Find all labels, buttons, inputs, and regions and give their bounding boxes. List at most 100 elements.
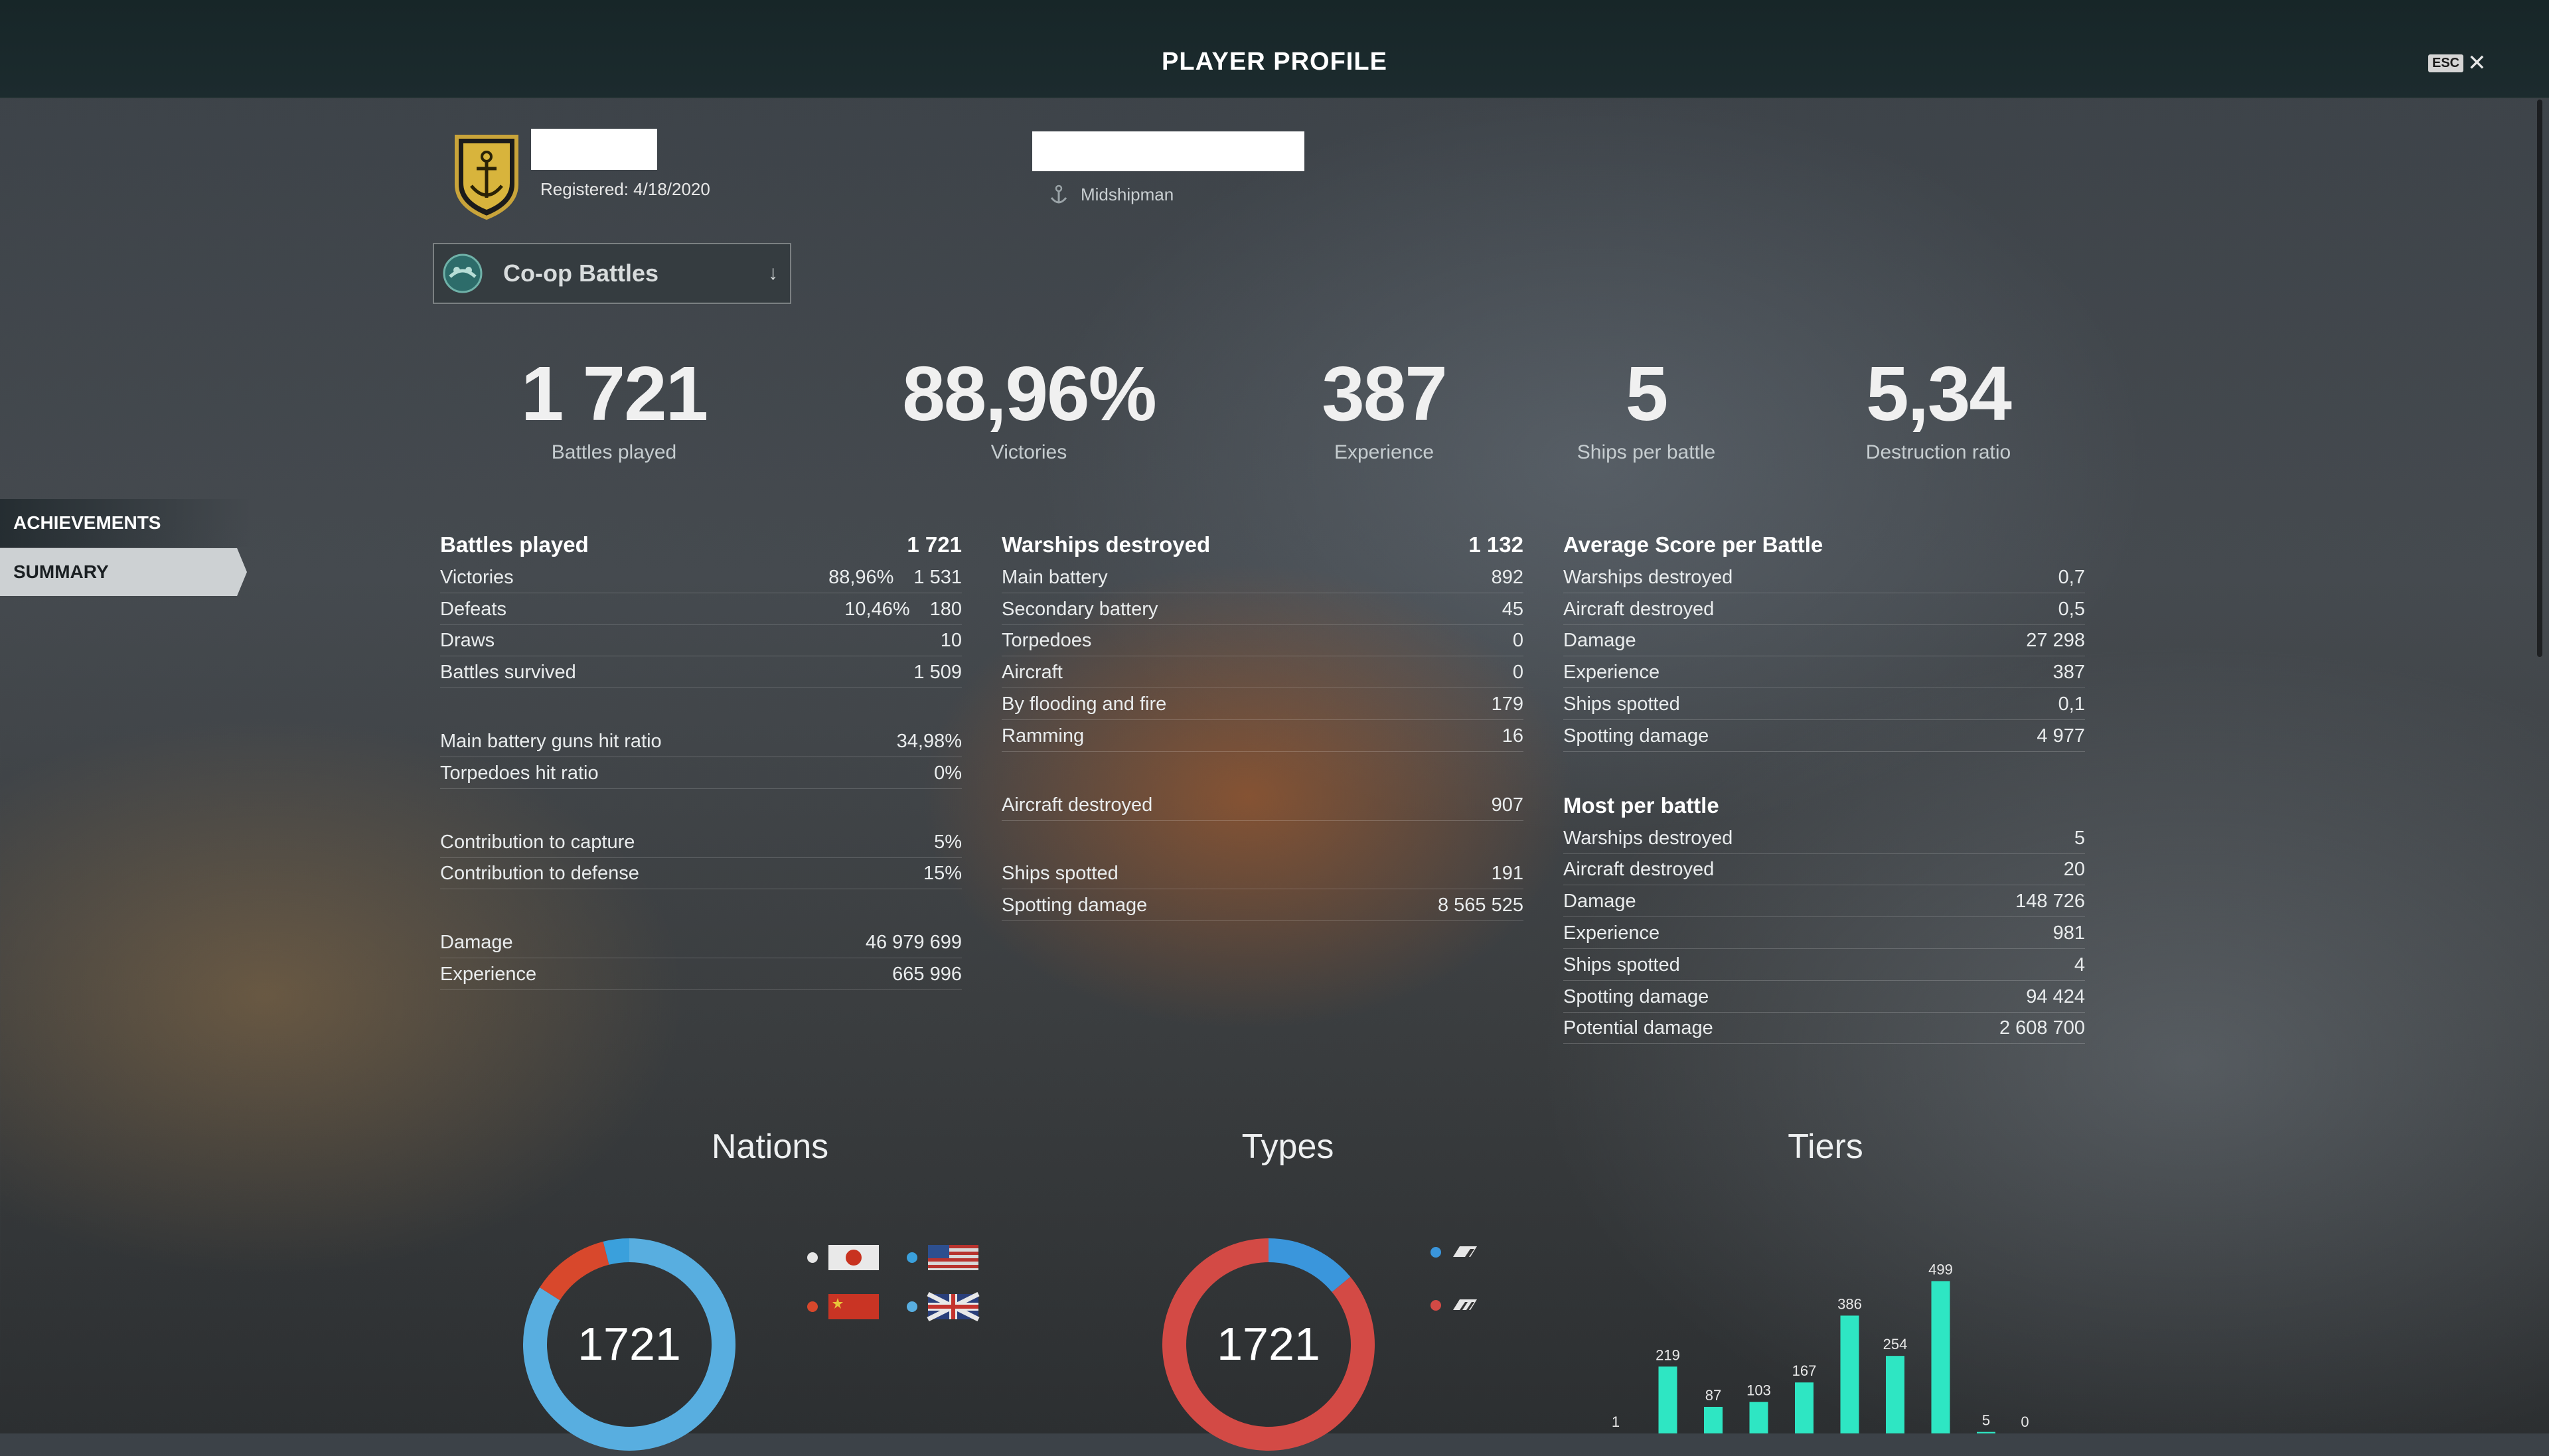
scrollbar[interactable] bbox=[2537, 100, 2542, 657]
legend-dot bbox=[907, 1252, 917, 1263]
china-flag-icon bbox=[828, 1294, 879, 1319]
stat-row-ramming: Ramming 16 bbox=[1002, 720, 1523, 752]
row-label: Spotting damage bbox=[1563, 725, 1709, 747]
nations-slice-2 bbox=[523, 1238, 735, 1451]
row-label: Warships destroyed bbox=[1563, 827, 1733, 849]
battle-mode-dropdown[interactable]: Co-op Battles ↓ bbox=[433, 243, 791, 304]
row-label: Battles played bbox=[440, 532, 589, 557]
types-total: 1721 bbox=[1217, 1318, 1320, 1370]
avg-row-damage: Damage 27 298 bbox=[1563, 625, 2085, 657]
tier-bar-label-10: 0 bbox=[2021, 1414, 2029, 1430]
most-row-damage: Damage 148 726 bbox=[1563, 885, 2085, 918]
row-value: 94 424 bbox=[2026, 985, 2085, 1007]
row-label: Experience bbox=[1563, 922, 1660, 944]
most-row-aircraft: Aircraft destroyed 20 bbox=[1563, 854, 2085, 886]
row-label: Spotting damage bbox=[1002, 895, 1148, 916]
stat-row-capture: Contribution to capture 5% bbox=[440, 826, 962, 858]
legend-destroyer[interactable] bbox=[1430, 1244, 1480, 1261]
row-value: 148 726 bbox=[2015, 891, 2085, 912]
legend-uk[interactable] bbox=[907, 1290, 980, 1323]
japan-flag-icon bbox=[828, 1245, 879, 1270]
nav-achievements[interactable]: ACHIEVEMENTS bbox=[0, 499, 252, 547]
big-stat-victories: 88,96% Victories bbox=[889, 355, 1168, 464]
stat-row-aircraft-destroyed: Aircraft destroyed 907 bbox=[1002, 789, 1523, 821]
row-label: Secondary battery bbox=[1002, 598, 1158, 620]
tier-bar-9 bbox=[1977, 1431, 1995, 1433]
coop-battles-icon bbox=[443, 254, 483, 293]
row-label: Damage bbox=[1563, 891, 1636, 912]
row-label: Main battery guns hit ratio bbox=[440, 730, 662, 752]
avg-row-ships-spotted: Ships spotted 0,1 bbox=[1563, 688, 2085, 720]
row-label: Most per battle bbox=[1563, 792, 1719, 818]
row-label: Potential damage bbox=[1563, 1017, 1713, 1039]
anchor-emblem-icon bbox=[455, 135, 518, 220]
tier-bar-label-3: 87 bbox=[1705, 1387, 1721, 1404]
avg-row-warships: Warships destroyed 0,7 bbox=[1563, 561, 2085, 593]
legend-cruiser[interactable] bbox=[1430, 1297, 1480, 1314]
usa-flag-icon bbox=[928, 1245, 978, 1270]
tier-bar-7 bbox=[1886, 1356, 1904, 1433]
row-label: Spotting damage bbox=[1563, 985, 1709, 1007]
esc-key-badge: ESC bbox=[2428, 54, 2464, 72]
most-row-ships-spotted: Ships spotted 4 bbox=[1563, 949, 2085, 981]
rank-label: Midshipman bbox=[1047, 183, 1174, 206]
row-label: By flooding and fire bbox=[1002, 693, 1167, 715]
row-value: 0% bbox=[934, 762, 962, 784]
tier-bar-label-2: 219 bbox=[1656, 1347, 1680, 1363]
destroyer-class-icon bbox=[1453, 1246, 1477, 1257]
warships-stats-column: Warships destroyed 1 132 Main battery 89… bbox=[1002, 528, 1523, 922]
legend-usa[interactable] bbox=[907, 1241, 980, 1274]
row-label: Warships destroyed bbox=[1002, 532, 1211, 557]
legend-china[interactable] bbox=[807, 1290, 880, 1323]
row-value: 0,5 bbox=[2058, 598, 2085, 620]
tier-bar-label-4: 103 bbox=[1746, 1382, 1771, 1399]
row-label: Average Score per Battle bbox=[1563, 532, 1823, 557]
nations-chart-title: Nations bbox=[711, 1128, 829, 1166]
legend-dot bbox=[1430, 1247, 1441, 1258]
page-title: PLAYER PROFILE bbox=[1162, 48, 1387, 76]
close-button[interactable]: ESC ✕ bbox=[2428, 52, 2487, 74]
row-value: 0,7 bbox=[2058, 566, 2085, 588]
legend-dot bbox=[907, 1301, 917, 1312]
stat-row-secondary-battery: Secondary battery 45 bbox=[1002, 593, 1523, 625]
row-value: 46 979 699 bbox=[865, 932, 962, 954]
uk-flag-icon bbox=[927, 1291, 980, 1322]
big-stat-ships-per-battle: 5 Ships per battle bbox=[1547, 355, 1746, 464]
rank-anchor-icon bbox=[1050, 184, 1067, 204]
legend-japan[interactable] bbox=[807, 1241, 880, 1274]
row-value: 387 bbox=[2052, 662, 2085, 684]
row-label: Ramming bbox=[1002, 725, 1085, 747]
rank-text: Midshipman bbox=[1081, 184, 1174, 204]
tier-bar-5 bbox=[1795, 1382, 1814, 1433]
row-label: Experience bbox=[440, 963, 537, 985]
row-label: Experience bbox=[1563, 662, 1660, 684]
tier-bar-label-7: 254 bbox=[1883, 1336, 1908, 1352]
row-value: 34,98% bbox=[896, 730, 962, 752]
row-value: 27 298 bbox=[2026, 630, 2085, 652]
legend-dot bbox=[807, 1301, 818, 1312]
most-row-warships: Warships destroyed 5 bbox=[1563, 822, 2085, 854]
average-stats-column: Average Score per Battle Warships destro… bbox=[1563, 528, 2085, 1045]
row-value: 45 bbox=[1502, 598, 1523, 620]
stat-row-spotting-damage: Spotting damage 8 565 525 bbox=[1002, 889, 1523, 922]
big-stat-value: 1 721 bbox=[520, 350, 708, 437]
average-header-row: Average Score per Battle bbox=[1563, 528, 2085, 561]
stat-row-victories: Victories 88,96% 1 531 bbox=[440, 561, 962, 593]
nav-summary[interactable]: SUMMARY bbox=[0, 548, 247, 596]
row-value: 0,1 bbox=[2058, 693, 2085, 715]
tier-bar-8 bbox=[1931, 1281, 1950, 1433]
big-stat-value: 88,96% bbox=[902, 350, 1156, 437]
row-label: Warships destroyed bbox=[1563, 566, 1733, 588]
avg-row-experience: Experience 387 bbox=[1563, 656, 2085, 689]
tier-bar-4 bbox=[1749, 1402, 1768, 1433]
row-label: Damage bbox=[1563, 630, 1636, 652]
tier-bar-label-9: 5 bbox=[1982, 1412, 1990, 1429]
stat-row-flooding-fire: By flooding and fire 179 bbox=[1002, 688, 1523, 720]
row-label: Draws bbox=[440, 630, 495, 652]
tiers-chart-title: Tiers bbox=[1788, 1128, 1863, 1166]
tiers-bar-chart: 1 219 87 103 167 386 254 499 5 0 bbox=[1612, 1261, 2029, 1433]
row-value: 16 bbox=[1502, 725, 1523, 747]
stat-row-main-battery-hit: Main battery guns hit ratio 34,98% bbox=[440, 725, 962, 757]
row-value: 20 bbox=[2063, 859, 2085, 881]
big-stat-experience: 387 Experience bbox=[1274, 355, 1494, 464]
